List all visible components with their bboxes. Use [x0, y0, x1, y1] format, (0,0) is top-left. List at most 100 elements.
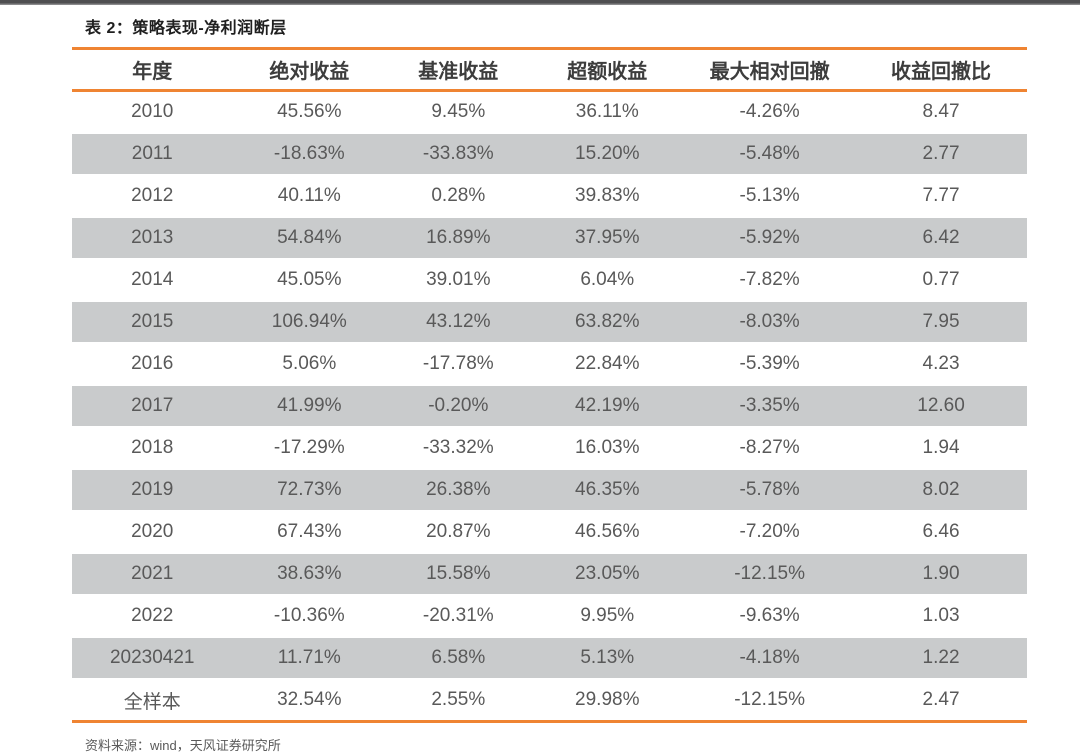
row-label-cell: 2020: [131, 521, 174, 542]
table-cell: 16.89%: [426, 227, 491, 248]
table-cell: -8.03%: [739, 311, 800, 332]
column-header-benchmark-return: 基准收益: [418, 61, 499, 83]
table-row: 2022 -10.36% -20.31% 9.95% -9.63% 1.03: [72, 595, 1027, 637]
table-cell: 36.11%: [575, 101, 639, 122]
table-cell: 39.83%: [575, 185, 640, 206]
table-cell: 5.06%: [282, 353, 337, 374]
table-row: 2012 40.11% 0.28% 39.83% -5.13% 7.77: [72, 175, 1027, 217]
table-cell: 40.11%: [277, 185, 341, 206]
table-cell: 43.12%: [426, 311, 491, 332]
table-cell: -5.78%: [739, 479, 800, 500]
table-cell: 5.13%: [580, 647, 635, 668]
table-cell: -12.15%: [734, 689, 805, 710]
table-row: 2017 41.99% -0.20% 42.19% -3.35% 12.60: [72, 385, 1027, 427]
table-cell: 46.56%: [575, 521, 640, 542]
row-label-cell: 2010: [131, 101, 174, 122]
table-cell: 1.94: [922, 437, 960, 458]
table-cell: 63.82%: [575, 311, 640, 332]
table-cell: 2.55%: [431, 689, 486, 710]
table-cell: 22.84%: [575, 353, 640, 374]
table-cell: 15.20%: [575, 143, 640, 164]
table-cell: 38.63%: [277, 563, 342, 584]
table-row: 2015 106.94% 43.12% 63.82% -8.03% 7.95: [72, 301, 1027, 343]
column-header-absolute-return: 绝对收益: [269, 61, 350, 83]
table-cell: -17.29%: [273, 437, 345, 458]
table-cell: 15.58%: [426, 563, 491, 584]
table-cell: -5.92%: [739, 227, 800, 248]
table-cell: 4.23: [922, 353, 960, 374]
column-header-max-relative-drawdown: 最大相对回撤: [709, 61, 830, 83]
table-row: 2020 67.43% 20.87% 46.56% -7.20% 6.46: [72, 511, 1027, 553]
row-label-cell: 2011: [131, 143, 173, 164]
row-label-cell: 20230421: [109, 647, 195, 668]
table-title: 表 2：策略表现-净利润断层: [85, 20, 287, 37]
column-header-year: 年度: [132, 61, 173, 83]
table-cell: 16.03%: [575, 437, 640, 458]
table-cell: -18.63%: [273, 143, 345, 164]
table-cell: 9.45%: [431, 101, 486, 122]
row-label-cell: 全样本: [123, 691, 181, 713]
table-cell: 8.47: [922, 101, 960, 122]
table-cell: -33.83%: [422, 143, 494, 164]
row-label-cell: 2022: [131, 605, 174, 626]
table-cell: 72.73%: [277, 479, 342, 500]
performance-table: 年度 绝对收益 基准收益 超额收益 最大相对回撤 收益回撤比 2010 45.56…: [72, 47, 1027, 723]
row-label-cell: 2018: [131, 437, 174, 458]
table-cell: 0.77: [922, 269, 960, 290]
table-cell: 7.77: [922, 185, 960, 206]
table-cell: 20.87%: [426, 521, 491, 542]
table-cell: 11.71%: [277, 647, 341, 668]
table-cell: 1.90: [922, 563, 960, 584]
table-row: 2014 45.05% 39.01% 6.04% -7.82% 0.77: [72, 259, 1027, 301]
table-cell: -17.78%: [422, 353, 494, 374]
table-cell: 39.01%: [426, 269, 491, 290]
table-row: 2010 45.56% 9.45% 36.11% -4.26% 8.47: [72, 91, 1027, 134]
table-cell: 6.42: [922, 227, 960, 248]
table-body: 2010 45.56% 9.45% 36.11% -4.26% 8.47 2011 -18.6…: [72, 91, 1027, 722]
table-row: 2018 -17.29% -33.32% 16.03% -8.27% 1.94: [72, 427, 1027, 469]
table-row: 2019 72.73% 26.38% 46.35% -5.78% 8.02: [72, 469, 1027, 511]
row-label-cell: 2013: [131, 227, 174, 248]
table-cell: -5.39%: [739, 353, 800, 374]
table-cell: 26.38%: [426, 479, 491, 500]
table-cell: -9.63%: [739, 605, 800, 626]
row-label-cell: 2014: [131, 269, 174, 290]
table-cell: -3.35%: [739, 395, 800, 416]
row-label-cell: 2015: [131, 311, 174, 332]
column-header-return-drawdown-ratio: 收益回撤比: [891, 61, 992, 83]
table-cell: 2.77: [922, 143, 960, 164]
table-cell: 32.54%: [277, 689, 342, 710]
table-cell: 67.43%: [277, 521, 342, 542]
table-cell: -5.48%: [739, 143, 800, 164]
table-row: 2013 54.84% 16.89% 37.95% -5.92% 6.42: [72, 217, 1027, 259]
header-row: 年度 绝对收益 基准收益 超额收益 最大相对回撤 收益回撤比: [72, 48, 1027, 91]
table-cell: 8.02: [922, 479, 960, 500]
report-table-block: 表 2：策略表现-净利润断层 年度 绝对收益 基准收益 超额收益 最大相对回撤 …: [72, 10, 1027, 754]
window-top-edge: [0, 0, 1080, 5]
table-row: 20230421 11.71% 6.58% 5.13% -4.18% 1.22: [72, 637, 1027, 679]
table-cell: -7.20%: [739, 521, 800, 542]
table-cell: 6.58%: [431, 647, 486, 668]
table-cell: 45.05%: [277, 269, 342, 290]
source-note: 资料来源：wind，天风证券研究所: [85, 738, 281, 753]
table-cell: 37.95%: [575, 227, 640, 248]
table-cell: -33.32%: [422, 437, 494, 458]
table-cell: -0.20%: [428, 395, 489, 416]
column-header-excess-return: 超额收益: [567, 61, 648, 83]
table-cell: 1.03: [922, 605, 960, 626]
row-label-cell: 2016: [131, 353, 174, 374]
table-cell: 9.95%: [580, 605, 635, 626]
table-cell: 41.99%: [277, 395, 342, 416]
table-cell: 2.47: [922, 689, 960, 710]
table-row: 2016 5.06% -17.78% 22.84% -5.39% 4.23: [72, 343, 1027, 385]
table-cell: -12.15%: [734, 563, 805, 584]
table-cell: 0.28%: [431, 185, 486, 206]
table-cell: -8.27%: [739, 437, 800, 458]
table-cell: 7.95: [922, 311, 960, 332]
row-label-cell: 2021: [131, 563, 174, 584]
table-cell: 46.35%: [575, 479, 640, 500]
table-cell: 23.05%: [575, 563, 640, 584]
table-cell: -10.36%: [273, 605, 345, 626]
table-cell: 1.22: [922, 647, 960, 668]
table-cell: -20.31%: [422, 605, 494, 626]
